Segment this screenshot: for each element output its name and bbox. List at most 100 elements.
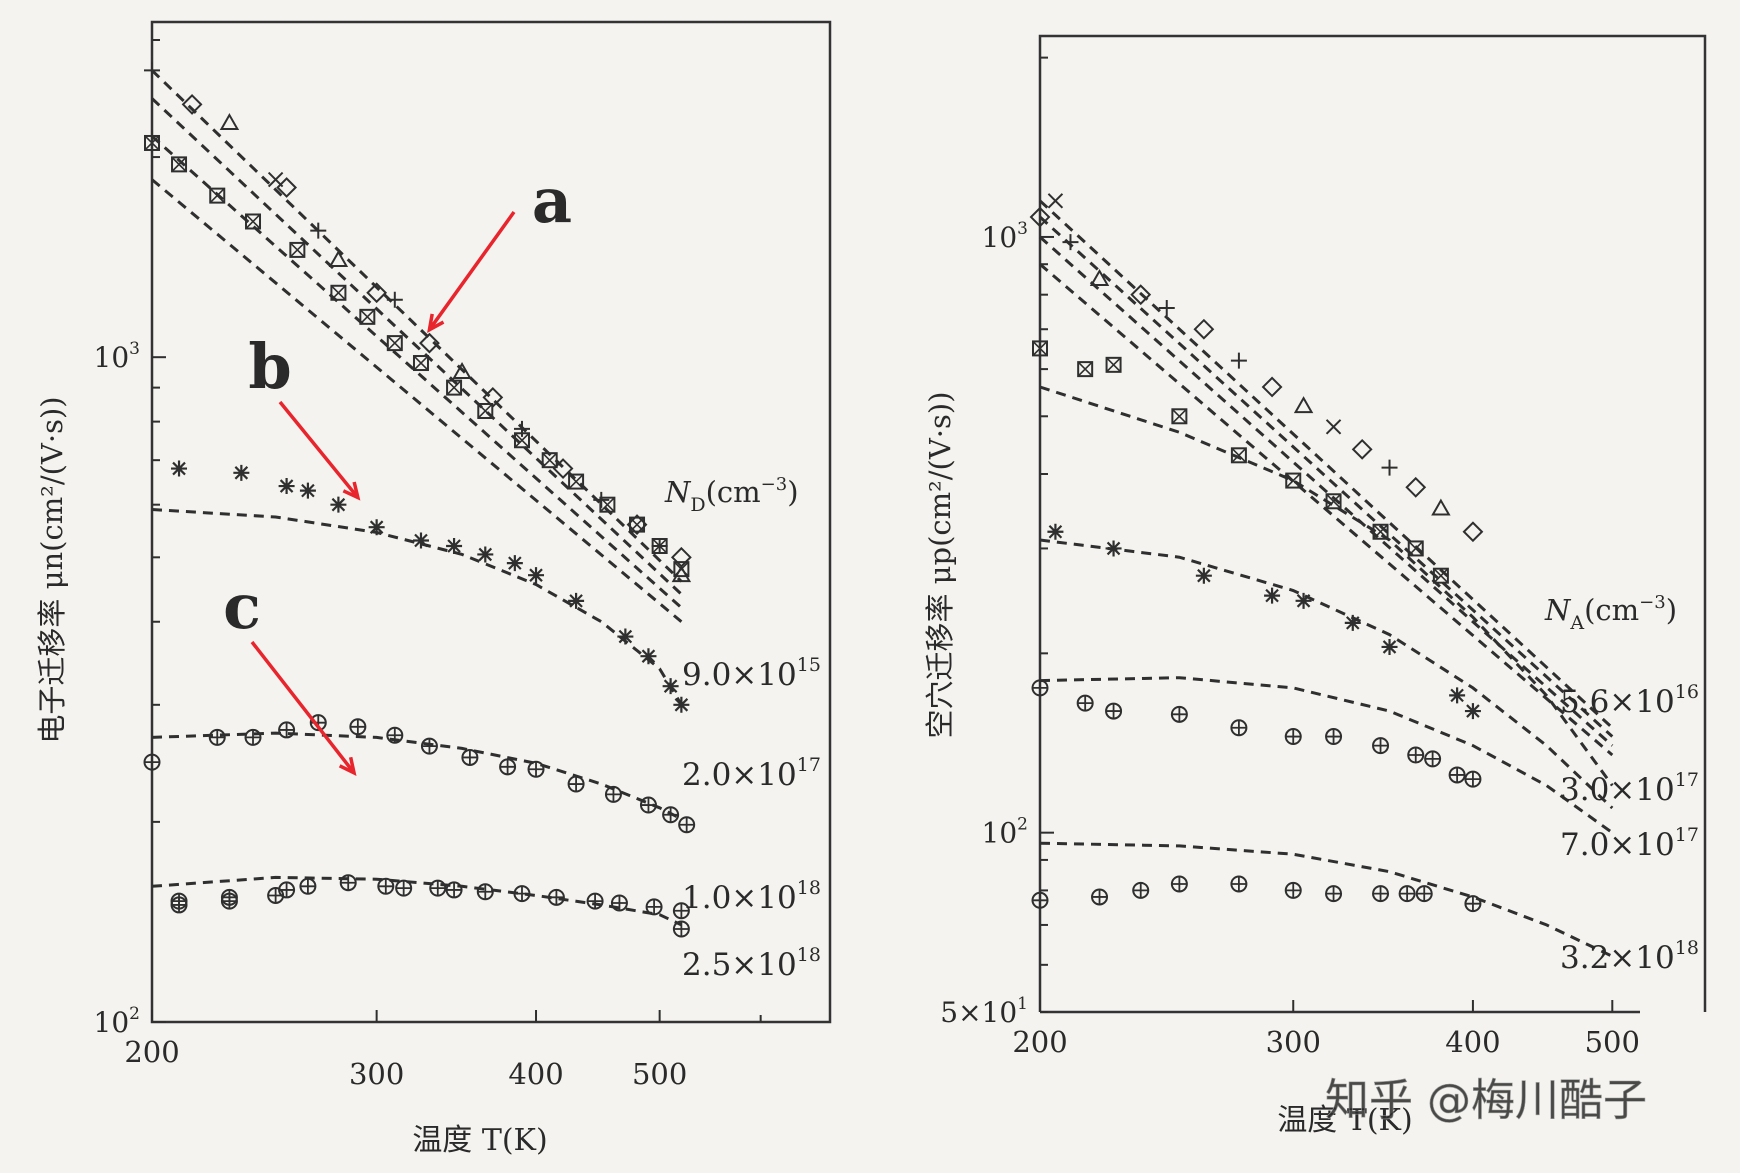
left-series-1-point-8 [412,355,429,372]
left-series-2-point-10 [528,567,545,584]
left-series-2-point-12 [617,628,634,645]
left-series-2-point-8 [477,546,494,563]
right-series-3-point-2 [1105,702,1123,720]
left-xtick-label: 300 [349,1057,404,1091]
annotation-arrowhead-a [427,313,445,333]
right-series-4-point-8 [1398,885,1416,903]
left-series-3-point-11 [567,775,585,793]
left-series-5-point-3 [672,920,690,938]
right-series-0-curve-0 [1038,199,1614,729]
annotation-arrow-a [428,210,516,331]
right-series-0-point-4 [1130,284,1152,306]
annotation-label-b: b [248,330,291,403]
left-series-0-point-1 [181,94,203,115]
left-series-2-curve [151,508,683,706]
left-series-1-point-2 [209,187,226,204]
left-series-0-point-7 [366,282,388,304]
left-series-5-point-0 [170,892,188,910]
right-series-4-point-3 [1170,875,1188,893]
right-series-1-point-1 [1077,361,1094,378]
left-series-1-point-17 [673,561,690,578]
right-series-3-curve [1039,676,1614,834]
left-series-4-point-6 [395,879,413,897]
right-series-1-point-6 [1325,493,1342,510]
left-label-2.5e18: 2.5×1018 [682,944,821,983]
right-legend-unit: (cm [1584,593,1639,627]
left-series-2-point-7 [446,537,463,554]
right-legend-title: NA(cm−3) [1544,592,1677,634]
right-series-0-point-13 [1405,476,1427,498]
right-xlabel: 温度 T(K) [1277,1103,1412,1138]
right-ylabel: 空穴迁移率 μp(cm²/(V·s)) [923,391,957,738]
watermark: 知乎 @梅川酷子 [1325,1075,1647,1126]
left-series-3-point-14 [662,806,680,824]
left-series-0-point-6 [328,250,349,268]
left-series-4-point-4 [339,874,357,892]
right-series-3-point-10 [1448,766,1466,784]
right-series-0-point-6 [1193,318,1215,340]
annotation-label-c: c [223,570,261,643]
right-legend-close: ) [1666,593,1677,627]
right-legend-sym: N [1544,593,1572,627]
right-series-3-point-4 [1230,719,1248,737]
left-series-1-point-3 [245,213,262,230]
right-series-3-point-8 [1407,746,1425,764]
left-series-0-curve-3 [151,178,683,623]
left-points [143,62,696,938]
right-label-3e17: 3.0×1017 [1560,769,1699,808]
left-series-4-point-10 [513,885,531,903]
right-series-4-point-6 [1325,885,1343,903]
left-series-3-point-8 [461,748,479,766]
left-series-4-point-5 [377,877,395,895]
left-series-3-point-6 [386,726,404,744]
right-series-1-point-7 [1372,523,1389,540]
left-series-1-point-7 [386,335,403,352]
annotation-arrow-c [250,640,356,774]
left-label-2e17: 2.0×1017 [682,754,821,793]
left-series-2-point-9 [506,555,523,572]
left-series-2-point-11 [568,592,585,609]
left-series-2-point-13 [640,648,657,665]
right-series-2-point-4 [1295,592,1312,609]
left-series-4-point-7 [429,879,447,897]
right-series-3-point-11 [1464,770,1482,788]
right-series-1-point-2 [1105,356,1122,373]
annotation-label-a: a [532,164,572,237]
right-series-4-point-0 [1031,891,1049,909]
right-series-2-point-7 [1449,687,1466,704]
left-series-0-point-2 [219,113,240,131]
left-series-4-point-12 [586,892,604,910]
right-ytick-label: 103 [982,219,1028,254]
left-series-0-point-4 [276,177,298,198]
left-series-2-point-15 [673,696,690,713]
left-series-1-point-15 [629,516,646,533]
right-series-0-curve-1 [1038,215,1614,738]
annotation-arrow-b [278,400,360,499]
annotation-arrowhead-b [342,481,361,501]
left-series-0-point-10 [452,361,472,380]
right-label-5.6e16: 5.6×1016 [1560,681,1699,720]
left-series-1-point-11 [513,432,530,449]
left-series-2-point-4 [330,496,347,513]
left-series-3-point-2 [244,728,262,746]
right-series-2-point-6 [1381,638,1398,655]
left-series-1-point-5 [330,284,347,301]
right-ytick-label: 102 [982,815,1028,850]
right-label-3.2e18: 3.2×1018 [1560,937,1699,976]
left-series-1-point-4 [289,241,306,258]
left-series-3-point-10 [527,760,545,778]
left-series-3-point-1 [208,728,226,746]
left-series-4-point-14 [645,898,663,916]
right-chart: 200 300 400 500 103 102 5×101 空穴迁移率 μp(cm²/(V·… [923,34,1707,1138]
left-series-1-point-12 [541,452,558,469]
left-series-4-point-11 [547,888,565,906]
right-series-4-point-2 [1132,881,1150,899]
left-ytick-label: 102 [94,1004,140,1039]
left-series-2-point-0 [171,460,188,477]
left-legend-close: ) [787,475,798,509]
left-series-3-point-12 [604,785,622,803]
left-ylabel: 电子迁移率 μn(cm²/(V·s)) [35,396,69,743]
right-series-3-point-1 [1076,694,1094,712]
